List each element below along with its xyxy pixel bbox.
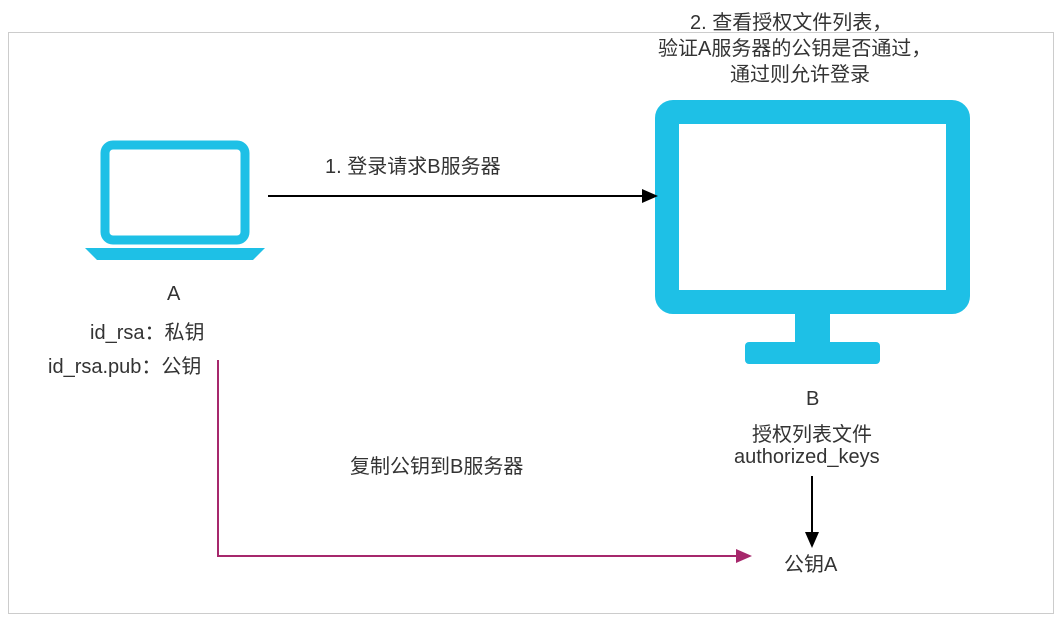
node-a-private-key: id_rsa：私钥 [90, 316, 204, 345]
monitor-icon [655, 100, 970, 370]
auth-file-arrow [800, 476, 824, 548]
node-a-public-key: id_rsa.pub：公钥 [48, 350, 201, 379]
login-request-arrow [268, 186, 658, 206]
copy-pubkey-label: 复制公钥到B服务器 [350, 450, 523, 479]
step1-label: 1. 登录请求B服务器 [325, 150, 501, 179]
node-b-label: B [806, 388, 819, 411]
laptop-icon [80, 140, 270, 265]
node-b-auth-keys: authorized_keys [734, 446, 880, 469]
step2-label-line1: 2. 查看授权文件列表， [690, 6, 892, 35]
step2-label-line2: 验证A服务器的公钥是否通过， [658, 32, 931, 61]
node-b-auth-list: 授权列表文件 [752, 418, 872, 447]
pubkey-a-label: 公钥A [784, 548, 837, 577]
node-a-label: A [167, 283, 180, 306]
step2-label-line3: 通过则允许登录 [730, 58, 870, 87]
